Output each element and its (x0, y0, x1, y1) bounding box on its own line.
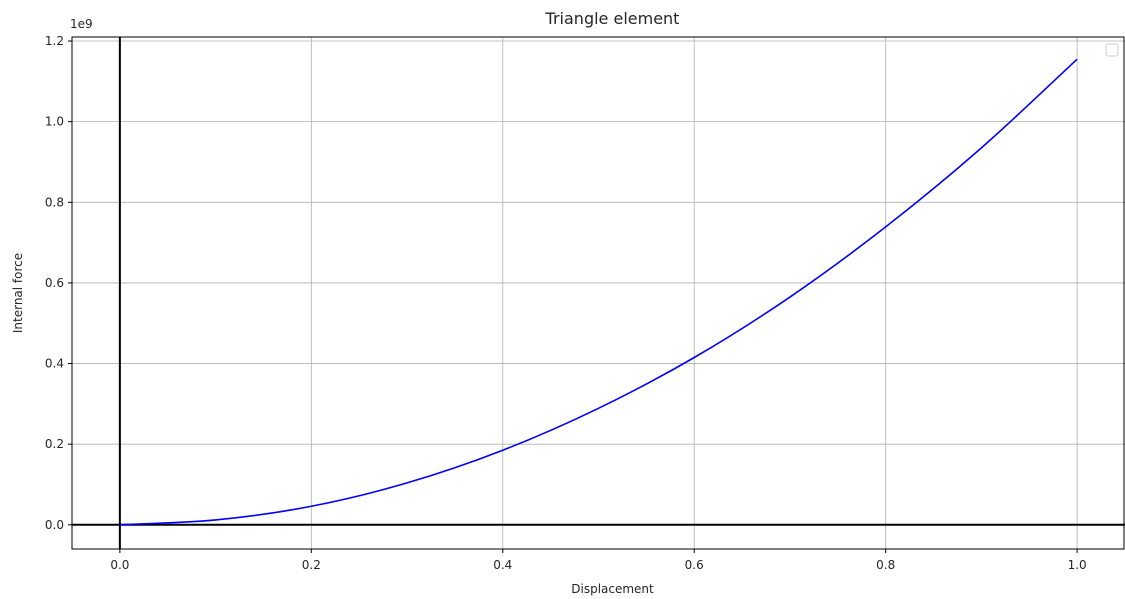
y-axis-label: Internal force (11, 253, 25, 333)
y-tick-label: 0.2 (45, 437, 64, 451)
x-tick-label: 0.0 (110, 558, 129, 572)
y-tick-label: 1.2 (45, 34, 64, 48)
x-tick-label: 0.2 (302, 558, 321, 572)
reference-lines (72, 37, 1125, 549)
y-tick-label: 1.0 (45, 115, 64, 129)
y-tick-label: 0.8 (45, 195, 64, 209)
grid (72, 37, 1125, 549)
y-offset-label: 1e9 (70, 17, 93, 31)
y-tick-label: 0.6 (45, 276, 64, 290)
plot-frame (71, 36, 1125, 550)
x-tick-label: 0.8 (876, 558, 895, 572)
x-tick-label: 0.6 (685, 558, 704, 572)
x-axis-ticks: 0.0 0.2 0.4 0.6 0.8 1.0 (110, 549, 1087, 572)
legend-box (1105, 43, 1119, 57)
series-line (119, 58, 1078, 526)
chart-title: Triangle element (545, 9, 680, 28)
y-tick-label: 0.4 (45, 357, 64, 371)
x-tick-label: 1.0 (1068, 558, 1087, 572)
y-axis-ticks: 0.0 0.2 0.4 0.6 0.8 1.0 1.2 (45, 34, 72, 532)
y-tick-label: 0.0 (45, 518, 64, 532)
x-tick-label: 0.4 (493, 558, 512, 572)
series-group (119, 58, 1078, 526)
x-axis-label: Displacement (571, 582, 654, 596)
